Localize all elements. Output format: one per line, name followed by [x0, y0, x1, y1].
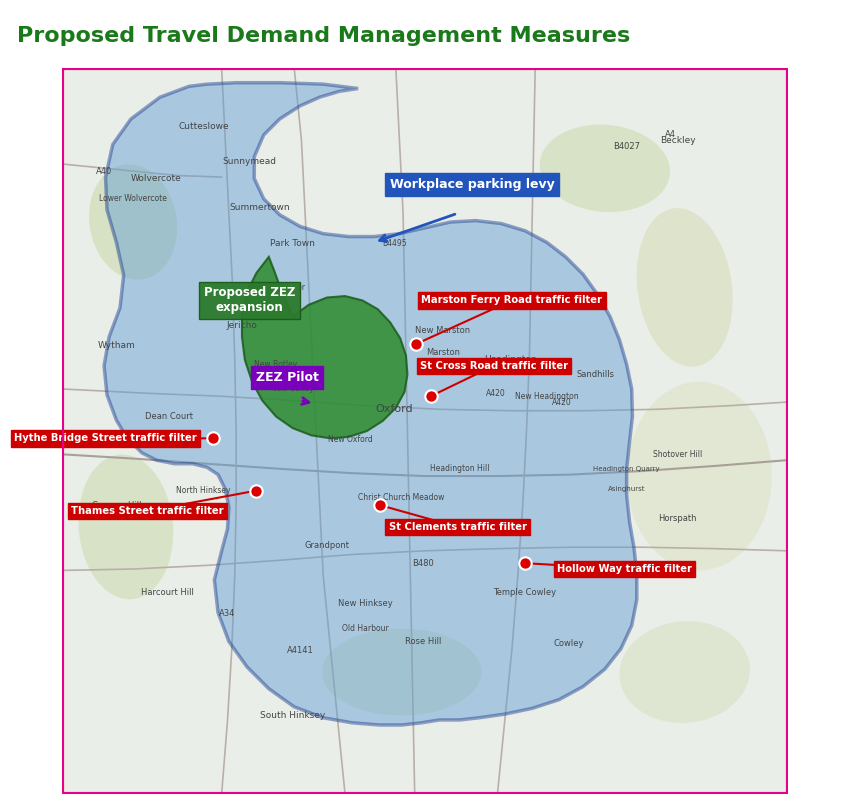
- Point: [373, 499, 386, 512]
- Text: B4027: B4027: [612, 142, 640, 151]
- Ellipse shape: [618, 621, 749, 723]
- Text: Hollow Way traffic filter: Hollow Way traffic filter: [556, 564, 691, 574]
- Text: Oxford: Oxford: [375, 404, 413, 415]
- Text: Workplace parking levy: Workplace parking levy: [389, 178, 554, 191]
- Text: A420: A420: [551, 398, 571, 407]
- Text: New Marston: New Marston: [415, 326, 470, 335]
- Point: [206, 432, 219, 445]
- Text: Shotover Hill: Shotover Hill: [652, 450, 701, 459]
- Text: Temple Cowley: Temple Cowley: [493, 588, 556, 597]
- Text: Beckley: Beckley: [659, 136, 694, 145]
- Text: Asinghurst: Asinghurst: [607, 486, 645, 492]
- Text: Headington Quarry: Headington Quarry: [593, 466, 659, 472]
- Text: New Headington: New Headington: [514, 391, 578, 401]
- Text: Harcourt Hill: Harcourt Hill: [141, 588, 194, 597]
- Text: A40: A40: [96, 167, 112, 176]
- Point: [249, 484, 263, 497]
- Text: Marston Ferry Road traffic filter: Marston Ferry Road traffic filter: [421, 295, 601, 306]
- Text: A4: A4: [664, 131, 675, 140]
- Text: New Oxford: New Oxford: [328, 435, 373, 444]
- Text: A34: A34: [219, 610, 235, 618]
- Text: Summertown: Summertown: [229, 203, 289, 212]
- Ellipse shape: [78, 455, 173, 599]
- Text: Christ Church Meadow: Christ Church Meadow: [358, 493, 444, 502]
- Text: South Hinksey: South Hinksey: [260, 711, 325, 720]
- Polygon shape: [241, 257, 407, 439]
- Text: Sunnymead: Sunnymead: [222, 156, 276, 165]
- Ellipse shape: [322, 629, 481, 715]
- Text: Dean Court: Dean Court: [145, 412, 193, 421]
- Text: Thames Street traffic filter: Thames Street traffic filter: [71, 506, 223, 516]
- Text: Norham Manor: Norham Manor: [247, 283, 305, 292]
- Point: [423, 390, 437, 403]
- Polygon shape: [104, 83, 636, 725]
- Text: Cowley: Cowley: [553, 638, 583, 647]
- Point: [518, 557, 531, 569]
- Text: B4495: B4495: [381, 239, 406, 249]
- Text: Old Harbour: Old Harbour: [341, 624, 388, 633]
- Point: [409, 338, 422, 350]
- Text: Proposed Travel Demand Management Measures: Proposed Travel Demand Management Measur…: [17, 26, 630, 46]
- Text: St Clements traffic filter: St Clements traffic filter: [388, 522, 526, 532]
- Text: ZEZ Pilot: ZEZ Pilot: [255, 371, 318, 384]
- Text: Sandhills: Sandhills: [576, 370, 613, 379]
- Ellipse shape: [636, 208, 732, 367]
- Text: Marston: Marston: [426, 348, 460, 357]
- Text: New Hinksey: New Hinksey: [338, 599, 392, 609]
- Text: Headington: Headington: [484, 355, 537, 364]
- Text: Horspath: Horspath: [658, 513, 696, 523]
- Text: A420: A420: [485, 389, 505, 398]
- Text: Jericho: Jericho: [226, 321, 257, 330]
- Text: A4141: A4141: [287, 646, 313, 654]
- Text: Park Town: Park Town: [270, 239, 315, 249]
- Text: North Hinksey: North Hinksey: [176, 486, 230, 495]
- Text: Headington Hill: Headington Hill: [429, 464, 489, 473]
- Text: Rose Hill: Rose Hill: [405, 637, 441, 646]
- Text: Grandpont: Grandpont: [304, 541, 349, 550]
- Text: Wytham: Wytham: [97, 341, 135, 350]
- Text: Cutteslowe: Cutteslowe: [178, 122, 229, 131]
- Text: New Botley: New Botley: [254, 360, 298, 369]
- Text: Lower Wolvercote: Lower Wolvercote: [99, 194, 167, 204]
- Text: New Osney: New Osney: [271, 384, 314, 394]
- Text: Cumnor Hill: Cumnor Hill: [91, 500, 141, 509]
- Text: St Cross Road traffic filter: St Cross Road traffic filter: [420, 361, 567, 371]
- Text: Wolvercote: Wolvercote: [131, 174, 182, 183]
- Ellipse shape: [539, 124, 670, 212]
- Text: Hythe Bridge Street traffic filter: Hythe Bridge Street traffic filter: [15, 433, 197, 444]
- Text: B480: B480: [412, 559, 434, 568]
- Ellipse shape: [89, 164, 177, 280]
- Ellipse shape: [626, 382, 771, 570]
- Text: Proposed ZEZ
expansion: Proposed ZEZ expansion: [203, 286, 294, 314]
